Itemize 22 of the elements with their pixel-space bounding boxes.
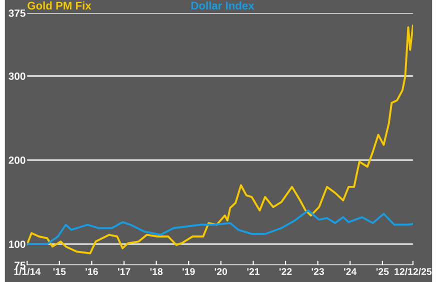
- x-tick-label: '17: [118, 268, 130, 275]
- y-tick-label: 200: [8, 156, 26, 164]
- text: Dollar Index: [191, 1, 254, 10]
- y-tick-label: 300: [8, 72, 26, 80]
- x-tick-label: '21: [247, 268, 260, 275]
- text: Gold PM Fix: [28, 1, 92, 10]
- x-tick-label: '25: [376, 268, 389, 275]
- x-tick-label: '24: [344, 268, 357, 275]
- x-tick-label: '20: [214, 268, 228, 275]
- x-tick-label: 1/1/14: [14, 268, 41, 276]
- y-tick-label: 100: [9, 240, 26, 248]
- x-tick-label: '18: [150, 268, 163, 275]
- y-tick-label: 75: [14, 262, 26, 269]
- y-tick-label: 375: [8, 9, 26, 17]
- x-tick-label: '22: [279, 268, 292, 275]
- line-series: [27, 24, 413, 254]
- x-tick-label: 12/12/25: [394, 268, 432, 276]
- x-tick-label: '19: [182, 268, 195, 275]
- x-tick-label: '15: [53, 268, 66, 275]
- x-tick-label: '23: [312, 268, 324, 276]
- x-tick-label: '16: [86, 268, 98, 275]
- line-series: [27, 209, 413, 246]
